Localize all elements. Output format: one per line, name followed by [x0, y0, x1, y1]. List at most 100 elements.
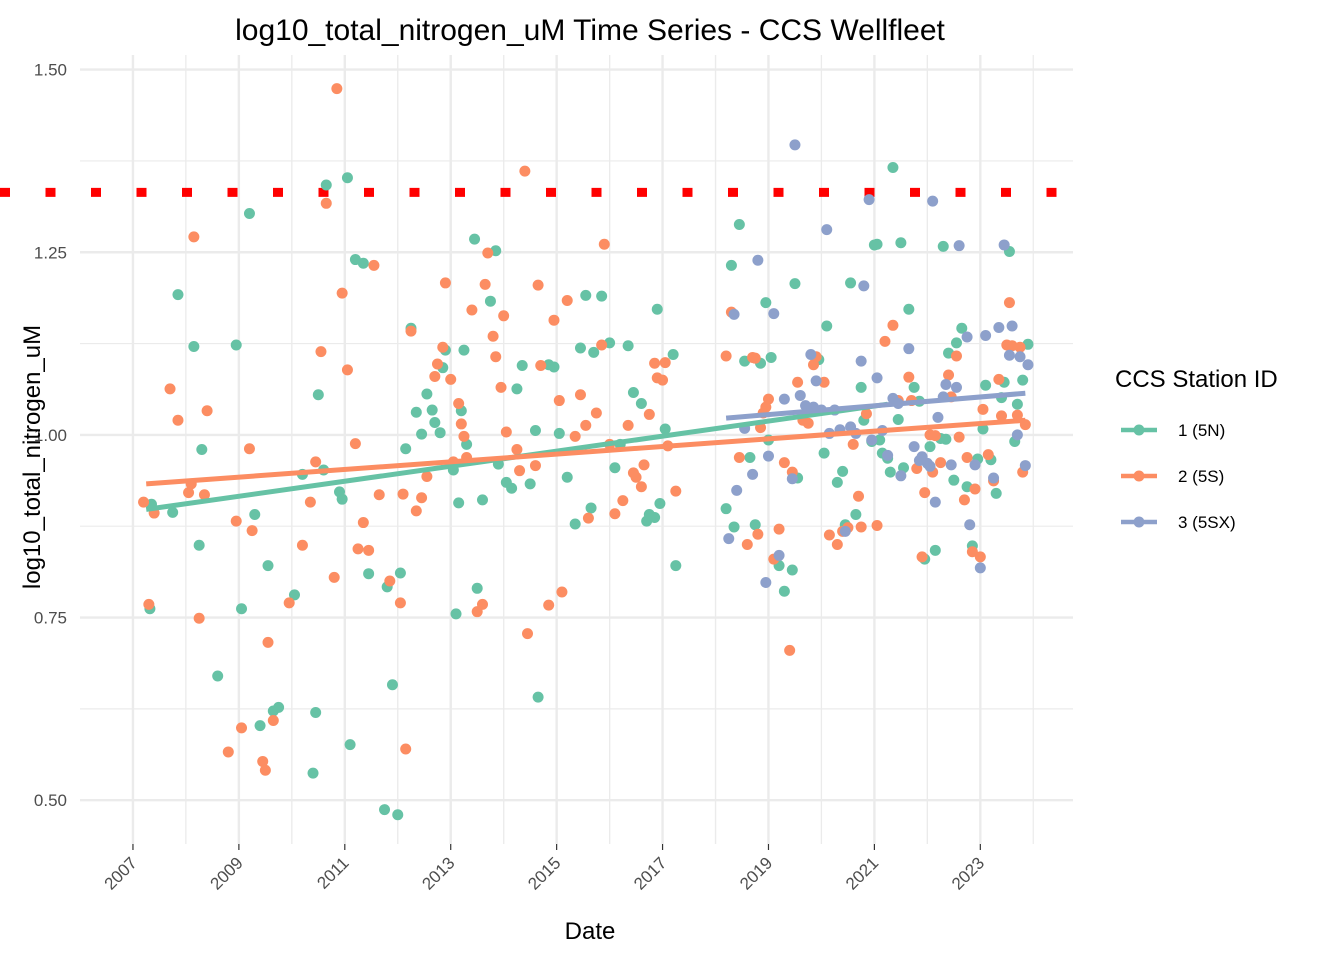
y-tick-label: 1.50 [34, 61, 67, 80]
data-point-series-2 [500, 426, 512, 438]
data-point-series-2 [860, 408, 872, 420]
data-point-series-2 [919, 487, 931, 499]
data-point-series-1 [288, 589, 300, 601]
data-point-series-2 [498, 310, 510, 322]
data-point-series-3 [1003, 349, 1015, 361]
data-point-series-1 [410, 406, 422, 418]
data-point-series-3 [747, 468, 759, 480]
legend-key-point [1133, 516, 1145, 528]
data-point-series-1 [950, 337, 962, 349]
data-point-series-2 [188, 231, 200, 243]
data-point-series-3 [998, 239, 1010, 251]
data-point-series-3 [929, 496, 941, 508]
y-tick-label: 1.25 [34, 243, 67, 262]
y-tick-label: 0.75 [34, 609, 67, 628]
data-point-series-1 [765, 351, 777, 363]
data-point-series-1 [506, 482, 518, 494]
data-point-series-2 [511, 444, 523, 455]
data-point-series-1 [725, 259, 737, 271]
x-axis-title: Date [565, 918, 616, 945]
chart-title: log10_total_nitrogen_uM Time Series - CC… [235, 14, 945, 47]
data-point-series-1 [654, 498, 666, 510]
data-point-series-2 [349, 438, 361, 450]
data-point-series-2 [394, 597, 406, 609]
data-point-series-2 [490, 351, 502, 363]
data-point-series-3 [1019, 460, 1031, 472]
data-point-series-3 [760, 576, 772, 588]
data-point-series-1 [453, 497, 465, 509]
legend-label: 2 (5S) [1178, 467, 1224, 486]
data-point-series-2 [961, 452, 973, 464]
data-point-series-1 [254, 720, 266, 732]
data-point-series-2 [749, 352, 761, 364]
data-point-series-1 [789, 278, 801, 290]
legend-title: CCS Station ID [1115, 366, 1278, 393]
trend-line-series-2 [146, 417, 1026, 487]
data-point-series-1 [469, 233, 481, 245]
data-point-series-2 [429, 370, 441, 382]
data-point-series-3 [786, 473, 798, 485]
data-point-series-2 [243, 443, 255, 455]
data-point-series-1 [230, 339, 242, 351]
data-point-series-1 [434, 427, 446, 439]
data-point-series-2 [172, 414, 184, 426]
data-point-series-1 [651, 303, 663, 315]
data-point-series-3 [752, 254, 764, 266]
data-point-series-2 [529, 460, 541, 472]
data-point-series-1 [429, 416, 441, 428]
data-point-series-1 [596, 290, 608, 302]
data-point-series-1 [733, 218, 745, 230]
data-point-series-1 [193, 539, 205, 551]
data-point-series-3 [988, 472, 1000, 484]
data-point-series-3 [882, 449, 894, 461]
data-point-series-2 [622, 419, 634, 431]
data-point-series-1 [588, 346, 600, 358]
data-point-series-2 [262, 636, 274, 648]
data-point-series-2 [315, 346, 327, 358]
data-point-series-2 [958, 494, 970, 506]
data-point-series-1 [837, 465, 849, 477]
data-point-series-2 [966, 546, 978, 558]
data-point-series-2 [368, 259, 380, 271]
data-point-series-1 [720, 503, 732, 515]
data-point-series-1 [940, 433, 952, 445]
data-point-series-2 [1014, 341, 1026, 353]
data-point-series-1 [548, 361, 560, 373]
legend-label: 1 (5N) [1178, 421, 1225, 440]
data-point-series-3 [866, 434, 878, 446]
data-point-series-1 [818, 447, 830, 459]
data-point-series-1 [903, 303, 915, 315]
data-point-series-1 [831, 476, 843, 488]
data-point-series-2 [336, 287, 348, 299]
data-point-series-2 [283, 597, 295, 609]
data-point-series-3 [778, 393, 790, 405]
data-point-series-2 [482, 247, 494, 259]
data-point-series-2 [853, 490, 865, 502]
data-point-series-3 [731, 484, 743, 496]
data-point-series-1 [357, 257, 369, 269]
data-point-series-2 [476, 598, 488, 610]
data-point-series-1 [892, 414, 904, 426]
data-point-series-1 [529, 425, 541, 437]
data-point-series-3 [924, 460, 936, 472]
data-point-series-3 [950, 381, 962, 393]
data-point-series-1 [363, 568, 375, 580]
data-point-series-2 [201, 405, 213, 417]
data-point-series-2 [267, 715, 279, 727]
data-point-series-3 [908, 441, 920, 453]
data-point-series-2 [638, 459, 650, 471]
data-point-series-1 [871, 238, 883, 250]
data-point-series-2 [929, 430, 941, 442]
data-point-series-2 [752, 528, 764, 540]
data-point-series-1 [416, 428, 428, 440]
data-point-series-1 [929, 544, 941, 556]
data-point-series-2 [310, 456, 322, 468]
data-point-series-1 [649, 511, 661, 523]
data-point-series-2 [363, 544, 375, 556]
data-point-series-2 [466, 304, 478, 316]
data-point-series-1 [908, 381, 920, 393]
data-point-series-2 [138, 496, 150, 508]
data-point-series-2 [259, 764, 271, 776]
data-point-series-2 [519, 165, 531, 177]
data-point-series-1 [243, 208, 255, 220]
